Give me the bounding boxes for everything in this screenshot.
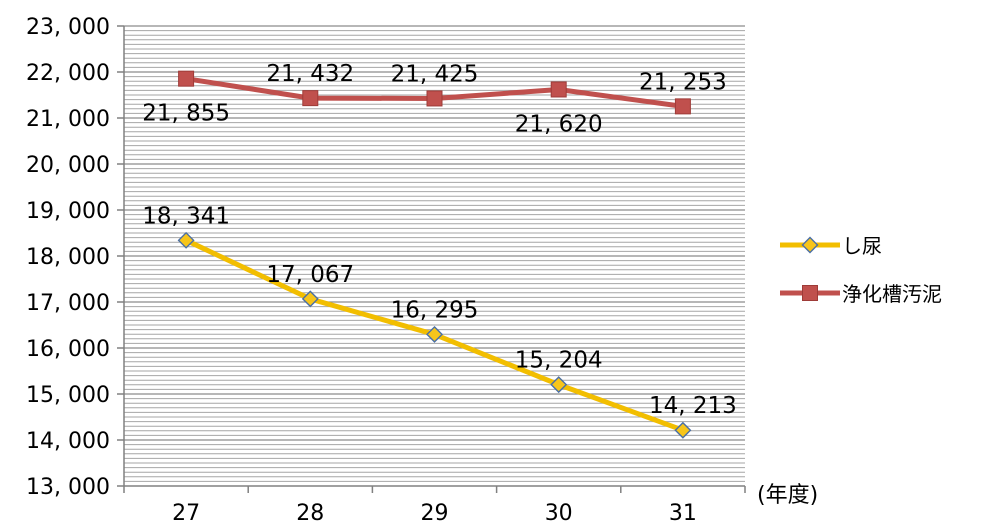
x-tick-label: 27 <box>172 501 200 525</box>
data-labels: 18, 341 17, 067 16, 295 15, 204 14, 213 21, 8… <box>142 61 737 419</box>
y-tick-label: 15, 000 <box>26 383 110 408</box>
data-point <box>302 90 319 107</box>
y-axis-ticks: 13, 000 14, 000 15, 000 16, 000 17, 000 18, 0… <box>26 15 124 500</box>
x-tick-label: 29 <box>421 501 449 525</box>
y-tick-label: 17, 000 <box>26 291 110 316</box>
y-tick-label: 19, 000 <box>26 199 110 224</box>
data-point <box>426 325 443 343</box>
data-label: 15, 204 <box>515 348 603 374</box>
data-point <box>301 290 319 308</box>
data-point <box>426 90 443 107</box>
y-tick-label: 18, 000 <box>26 245 110 270</box>
data-label: 17, 067 <box>266 262 354 288</box>
data-point <box>674 421 692 439</box>
y-tick-label: 13, 000 <box>26 475 110 500</box>
data-label: 21, 253 <box>639 69 727 95</box>
data-point <box>177 231 195 249</box>
x-axis-ticks: 27 28 29 30 31 <box>123 486 746 525</box>
data-label: 21, 855 <box>142 101 230 127</box>
data-label: 21, 432 <box>266 61 354 87</box>
x-tick-label: 28 <box>296 501 324 525</box>
data-point <box>550 376 568 394</box>
x-tick-label: 31 <box>669 501 697 525</box>
series-layer <box>177 70 692 439</box>
series-1 <box>177 231 692 439</box>
y-tick-label: 16, 000 <box>26 337 110 362</box>
legend-marker <box>801 236 819 254</box>
data-point <box>178 70 195 87</box>
legend-marker <box>802 285 818 301</box>
legend-label: 浄化槽汚泥 <box>842 282 942 306</box>
x-tick-label: 30 <box>545 501 573 525</box>
y-tick-label: 20, 000 <box>26 153 110 178</box>
data-label: 21, 425 <box>391 61 479 87</box>
y-tick-label: 23, 000 <box>26 15 110 40</box>
legend-item: 浄化槽汚泥 <box>780 282 942 306</box>
data-point <box>674 98 691 115</box>
series-2 <box>178 70 691 115</box>
data-label: 21, 620 <box>515 111 603 137</box>
data-label: 14, 213 <box>649 393 737 419</box>
y-tick-label: 22, 000 <box>26 61 110 86</box>
y-tick-label: 14, 000 <box>26 429 110 454</box>
legend-item: し尿 <box>780 234 882 258</box>
y-tick-label: 21, 000 <box>26 107 110 132</box>
x-axis-title: (年度) <box>757 483 818 508</box>
data-label: 16, 295 <box>391 297 479 323</box>
data-label: 18, 341 <box>142 203 230 229</box>
data-point <box>550 81 567 98</box>
legend-label: し尿 <box>842 234 882 258</box>
